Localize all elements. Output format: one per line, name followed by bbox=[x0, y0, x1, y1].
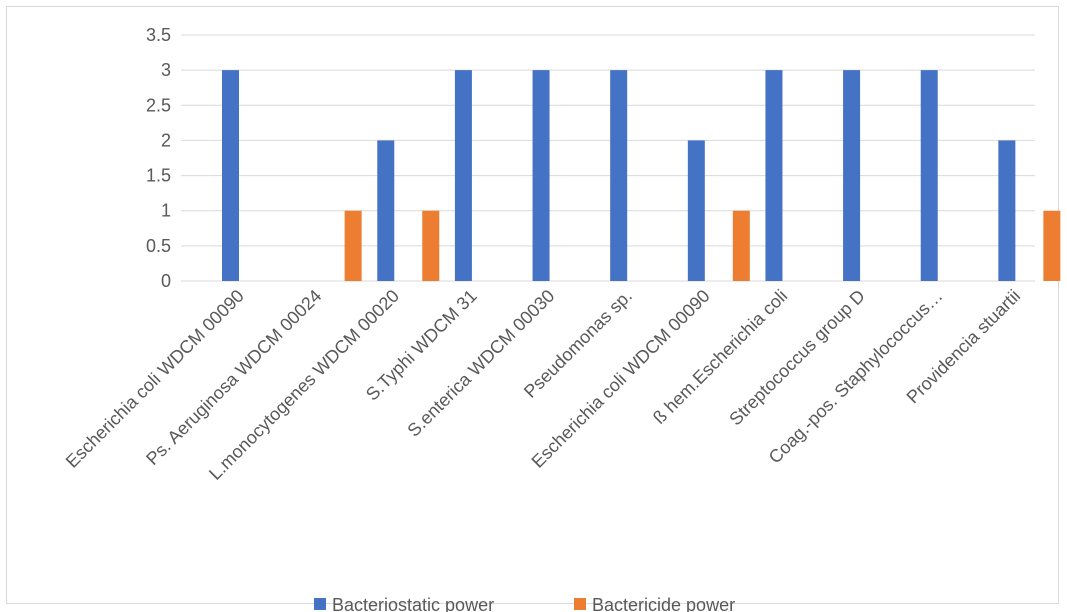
bar-bacteriostatic bbox=[843, 70, 861, 282]
y-tick-label: 2 bbox=[161, 130, 171, 150]
bar-bactericide bbox=[1043, 210, 1061, 281]
bar-bactericide bbox=[344, 210, 362, 281]
y-axis-ticks: 0 0.5 1 1.5 2 2.5 3 3.5 bbox=[146, 25, 171, 291]
bars bbox=[222, 70, 1061, 282]
y-tick-label: 3.5 bbox=[146, 25, 171, 45]
y-tick-label: 0 bbox=[161, 271, 171, 291]
legend: Bacteriostatic power Bactericide power bbox=[314, 595, 735, 612]
bar-bacteriostatic bbox=[532, 70, 550, 282]
bar-bacteriostatic bbox=[377, 140, 395, 281]
bar-bactericide bbox=[422, 210, 440, 281]
gridlines bbox=[181, 34, 1035, 282]
bar-bacteriostatic bbox=[998, 140, 1016, 281]
bar-bacteriostatic bbox=[610, 70, 628, 282]
x-tick-label: Streptococcus group D bbox=[725, 286, 869, 430]
bar-bactericide bbox=[732, 210, 750, 281]
legend-swatch bbox=[314, 598, 326, 610]
y-tick-label: 0.5 bbox=[146, 236, 171, 256]
bar-bacteriostatic bbox=[222, 70, 239, 282]
x-tick-label: S.enterica WDCM 00030 bbox=[403, 286, 558, 441]
bar-bacteriostatic bbox=[765, 70, 783, 282]
y-tick-label: 1 bbox=[161, 201, 171, 221]
x-tick-label: ß hem.Escherichia coli bbox=[649, 286, 791, 428]
y-tick-label: 3 bbox=[161, 60, 171, 80]
bar-bacteriostatic bbox=[687, 140, 705, 281]
legend-label: Bacteriostatic power bbox=[332, 595, 494, 612]
legend-label: Bactericide power bbox=[592, 595, 735, 612]
bar-bacteriostatic bbox=[454, 70, 472, 282]
y-tick-label: 1.5 bbox=[146, 166, 171, 186]
legend-swatch bbox=[574, 598, 586, 610]
y-tick-label: 2.5 bbox=[146, 95, 171, 115]
bar-bacteriostatic bbox=[920, 70, 938, 282]
